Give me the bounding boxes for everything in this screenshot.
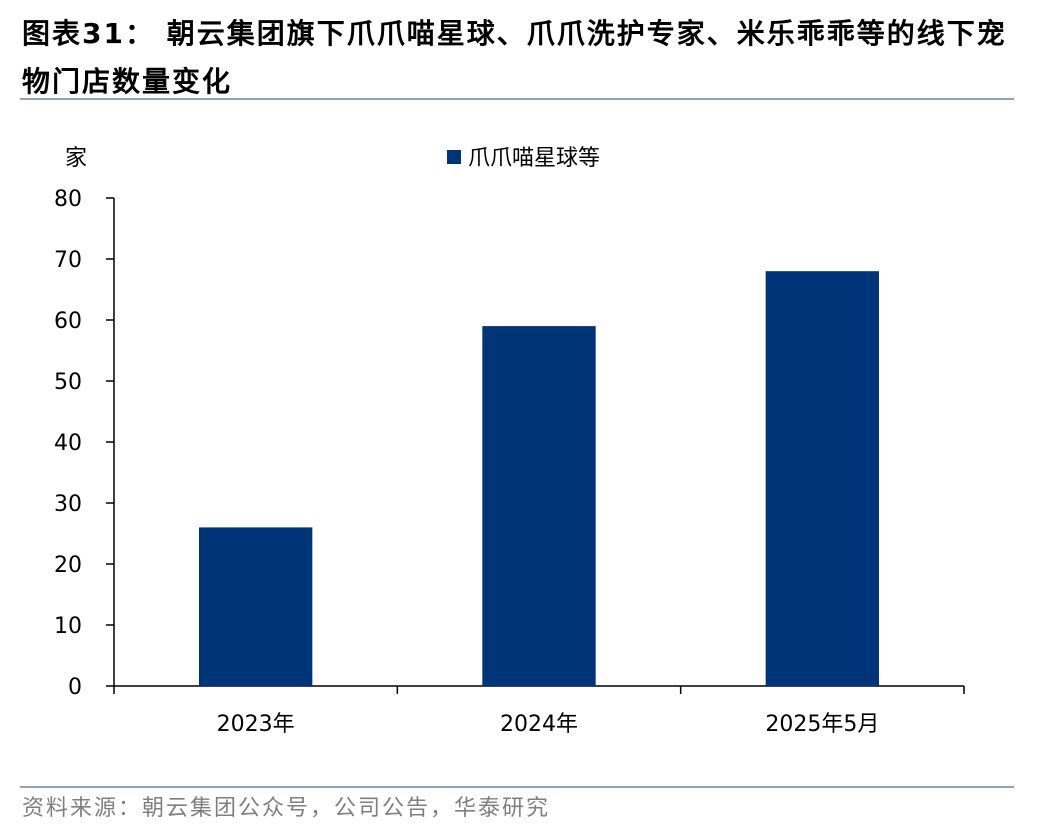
y-tick-label: 80 [54,187,82,212]
legend-swatch [447,150,461,164]
figure-title: 图表31： 朝云集团旗下爪爪喵星球、爪爪洗护专家、米乐乖乖等的线下宠物门店数量变… [22,17,1007,98]
y-axis: 0 10 20 30 40 50 60 70 80 [54,187,115,700]
y-tick-label: 70 [54,248,82,273]
bar-2 [482,326,596,686]
title-divider [20,98,1014,100]
x-tick-label: 2023年 [217,712,295,737]
y-axis-unit-label: 家 [65,146,87,171]
x-tick-label: 2024年 [500,712,578,737]
y-tick-label: 20 [54,553,82,578]
y-tick-label: 10 [54,614,82,639]
source-note: 资料来源：朝云集团公众号，公司公告，华泰研究 [22,796,551,821]
y-tick-label: 60 [54,309,82,334]
x-tick-label: 2025年5月 [765,712,879,737]
y-tick-label: 40 [54,431,82,456]
bars [199,271,879,686]
legend-label-series: 爪爪喵星球等 [468,146,600,171]
legend: 爪爪喵星球等 [447,146,600,171]
y-tick-label: 50 [54,370,82,395]
source-divider [20,786,1014,788]
y-tick-label: 0 [68,675,82,700]
bar-3 [765,271,879,686]
x-axis: 2023年 2024年 2025年5月 [113,685,965,737]
y-tick-label: 30 [54,492,82,517]
bar-1 [199,527,313,686]
